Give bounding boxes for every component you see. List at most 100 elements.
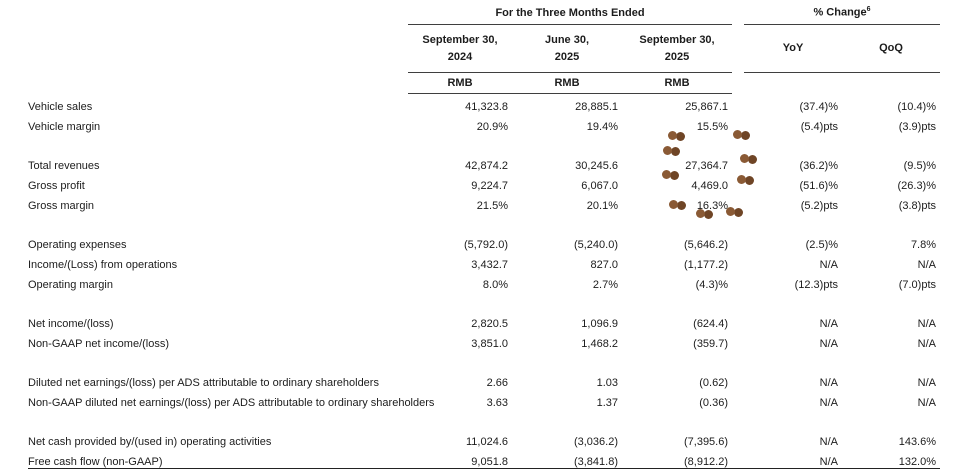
- column-header-row: September 30, 2024 June 30, 2025 Septemb…: [28, 24, 941, 73]
- annotation-dot: [726, 207, 735, 216]
- cell-value: N/A: [819, 436, 839, 449]
- cell-value: (51.6)%: [799, 180, 839, 193]
- row-label: Net cash provided by/(used in) operating…: [28, 436, 272, 449]
- column-gap: [732, 330, 744, 350]
- row-label: Operating margin: [28, 279, 113, 292]
- cell-value: 2,820.5: [471, 318, 508, 331]
- col-header-line1: September 30,: [639, 33, 715, 46]
- col-header-sep-2025: September 30, 2025: [622, 24, 733, 73]
- cell-value: (359.7): [693, 338, 729, 351]
- cell-value: (8,912.2): [622, 448, 733, 469]
- annotation-dot: [663, 146, 672, 155]
- cell-value: (7,395.6): [683, 436, 729, 449]
- col-header-line1: September 30,: [422, 33, 498, 46]
- cell-value: 3.63: [486, 397, 508, 410]
- cell-value: (12.3)pts: [794, 279, 839, 292]
- cell-value: N/A: [819, 259, 839, 272]
- cell-value: N/A: [819, 318, 839, 331]
- table-row: Income/(Loss) from operations 3,432.7 827.…: [28, 251, 940, 271]
- table-row: Net cash provided by/(used in) operating…: [28, 428, 940, 448]
- annotation-dot: [696, 209, 705, 218]
- cell-value: 132.0%: [842, 448, 941, 469]
- cell-value: 8.0%: [482, 279, 508, 292]
- cell-value: 3,851.0: [471, 338, 508, 351]
- row-label: Operating expenses: [28, 239, 127, 252]
- cell-value: 11,024.6: [465, 436, 508, 449]
- column-gap: [732, 369, 744, 389]
- cell-value: 1,468.2: [581, 338, 618, 351]
- row-label: Income/(Loss) from operations: [28, 259, 178, 272]
- table-row: Free cash flow (non-GAAP) 9,051.8 (3,841.8…: [28, 448, 941, 469]
- row-label: Diluted net earnings/(loss) per ADS attr…: [28, 377, 379, 390]
- table-row: Diluted net earnings/(loss) per ADS attr…: [28, 369, 940, 389]
- row-label: Non-GAAP net income/(loss): [28, 338, 170, 351]
- cell-value: (0.62): [699, 377, 729, 390]
- column-gap: [732, 428, 744, 448]
- cell-value: (37.4)%: [799, 101, 839, 114]
- row-label: Net income/(loss): [28, 318, 114, 331]
- cell-value: N/A: [917, 397, 937, 410]
- cell-value: N/A: [917, 338, 937, 351]
- annotation-dot: [733, 130, 742, 139]
- annotation-dot: [669, 200, 678, 209]
- cell-value: 4,469.0: [691, 180, 729, 193]
- column-gap: [732, 448, 745, 469]
- header-spacer: [744, 72, 842, 93]
- col-header-line2: 2024: [447, 51, 473, 64]
- cell-value: 1.03: [596, 377, 618, 390]
- cell-value: 42,874.2: [465, 160, 508, 173]
- header-spacer: [28, 72, 408, 93]
- cell-value: N/A: [917, 318, 937, 331]
- cell-value: (624.4): [693, 318, 729, 331]
- col-header-qoq: QoQ: [842, 24, 941, 73]
- cell-value: (2.5)%: [805, 239, 839, 252]
- cell-value: (0.36): [699, 397, 729, 410]
- spacer-row: [28, 212, 940, 231]
- row-label: Vehicle sales: [28, 101, 93, 114]
- table-row: Net income/(loss) 2,820.5 1,096.9 (624.4) N/…: [28, 310, 940, 330]
- row-label: Gross margin: [28, 200, 95, 213]
- column-gap: [732, 6, 744, 24]
- pct-change-label: % Change: [813, 6, 867, 19]
- cell-value: 2.66: [486, 377, 508, 390]
- column-gap: [732, 389, 744, 409]
- cell-value: N/A: [819, 338, 839, 351]
- cell-value: 9,051.8: [408, 448, 512, 469]
- column-gap: [732, 310, 744, 330]
- annotation-dot: [668, 131, 677, 140]
- unit-header-rmb: RMB: [408, 72, 512, 94]
- cell-value: 1.37: [596, 397, 618, 410]
- table-row: Vehicle margin 20.9% 19.4% 15.5% (5.4)pts (3.…: [28, 113, 940, 133]
- unit-header-row: RMB RMB RMB: [28, 72, 940, 94]
- cell-value: 15.5%: [696, 121, 729, 134]
- cell-value: (26.3)%: [897, 180, 937, 193]
- financial-results-table: For the Three Months Ended % Change6 Sep…: [28, 6, 941, 469]
- cell-value: 827.0: [590, 259, 618, 272]
- group-header-row: For the Three Months Ended % Change6: [28, 6, 941, 25]
- group-header-three-months: For the Three Months Ended: [408, 6, 733, 25]
- cell-value: (9.5)%: [903, 160, 937, 173]
- table-row: Non-GAAP diluted net earnings/(loss) per…: [28, 389, 940, 409]
- pct-change-footnote: 6: [866, 6, 871, 13]
- col-header-line2: 2025: [664, 51, 690, 64]
- cell-value: 2.7%: [592, 279, 618, 292]
- cell-value: 20.1%: [586, 200, 618, 213]
- column-gap: [732, 251, 744, 271]
- row-label: Non-GAAP diluted net earnings/(loss) per…: [28, 397, 435, 410]
- annotation-dot: [662, 170, 671, 179]
- column-gap: [732, 231, 744, 251]
- unit-header-rmb: RMB: [512, 72, 622, 94]
- group-header-pct-change: % Change6: [744, 6, 941, 25]
- unit-header-rmb: RMB: [622, 72, 733, 94]
- table-row: Total revenues 42,874.2 30,245.6 27,364.7 (3…: [28, 152, 940, 172]
- col-header-line2: 2025: [554, 51, 580, 64]
- annotation-dot: [737, 175, 746, 184]
- cell-value: (7.0)pts: [898, 279, 937, 292]
- spacer-row: [28, 409, 940, 428]
- row-label: Free cash flow (non-GAAP): [28, 448, 408, 469]
- cell-value: 30,245.6: [575, 160, 618, 173]
- cell-value: 9,224.7: [471, 180, 508, 193]
- table-row: Operating margin 8.0% 2.7% (4.3)% (12.3)pts (…: [28, 271, 940, 291]
- table-body: Vehicle sales 41,323.8 28,885.1 25,867.1 (37…: [28, 93, 941, 469]
